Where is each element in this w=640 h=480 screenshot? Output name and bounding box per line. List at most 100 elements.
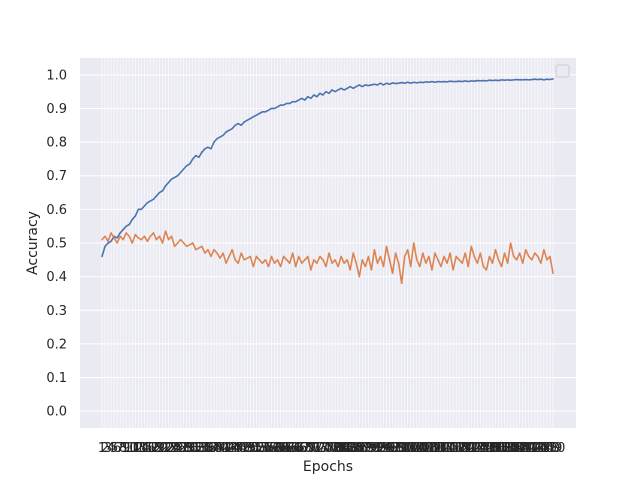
x-tick-label: 82: [339, 441, 356, 456]
y-tick-label: 0.0: [46, 405, 67, 420]
x-tick-label: 35: [197, 441, 214, 456]
x-tick-label: 58: [266, 441, 283, 456]
x-tick-label: 124: [462, 441, 487, 456]
x-tick-label: 31: [185, 441, 202, 456]
x-tick-label: 2: [101, 441, 109, 456]
x-tick-label: 52: [248, 441, 265, 456]
y-tick-label: 0.8: [46, 136, 67, 151]
x-tick-label: 107: [410, 441, 435, 456]
x-tick-label: 25: [166, 441, 183, 456]
x-tick-label: 3: [104, 441, 112, 456]
x-tick-label: 88: [357, 441, 374, 456]
x-tick-label: 137: [501, 441, 526, 456]
x-tick-label: 26: [169, 441, 186, 456]
x-tick-label: 114: [432, 441, 457, 456]
x-tick-label: 133: [489, 441, 514, 456]
y-axis-title: Accuracy: [25, 211, 41, 275]
x-tick-label: 6: [113, 441, 121, 456]
x-tick-label: 70: [303, 441, 320, 456]
x-tick-label: 142: [516, 441, 541, 456]
x-tick-label: 18: [145, 441, 162, 456]
x-tick-label: 130: [480, 441, 505, 456]
y-tick-label: 0.3: [46, 304, 67, 319]
series-layer: [101, 78, 554, 285]
x-tick-label: 80: [333, 441, 350, 456]
series-line-1: [101, 78, 554, 258]
x-tick-label: 36: [200, 441, 217, 456]
x-tick-label: 1: [98, 441, 106, 456]
x-tick-label: 62: [278, 441, 295, 456]
x-tick-label: 148: [535, 441, 560, 456]
x-tick-label: 66: [290, 441, 307, 456]
x-tick-label: 19: [148, 441, 165, 456]
x-tick-label: 75: [318, 441, 335, 456]
x-tick-label: 112: [426, 441, 451, 456]
x-tick-label: 136: [498, 441, 523, 456]
x-tick-label: 132: [486, 441, 511, 456]
x-tick-label: 144: [522, 441, 547, 456]
x-tick-label: 47: [233, 441, 250, 456]
x-tick-label: 45: [227, 441, 244, 456]
legend-box[interactable]: [555, 64, 570, 78]
x-tick-label: 79: [330, 441, 347, 456]
x-tick-label: 73: [312, 441, 329, 456]
x-tick-label: 141: [513, 441, 538, 456]
y-tick-label: 0.2: [46, 337, 67, 352]
x-tick-label: 40: [212, 441, 229, 456]
x-tick-label: 17: [142, 441, 159, 456]
x-tick-label: 46: [230, 441, 247, 456]
x-tick-label: 113: [429, 441, 454, 456]
x-tick-label: 145: [525, 441, 550, 456]
x-tick-label: 123: [459, 441, 484, 456]
x-tick-label: 150: [541, 441, 566, 456]
x-tick-label: 43: [221, 441, 238, 456]
x-tick-label: 12: [127, 441, 144, 456]
x-tick-label: 22: [157, 441, 174, 456]
x-tick-label: 77: [324, 441, 341, 456]
x-tick-label: 10: [121, 441, 138, 456]
x-tick-label: 120: [450, 441, 475, 456]
x-tick-label: 102: [395, 441, 420, 456]
x-tick-label: 125: [465, 441, 490, 456]
x-tick-label: 94: [375, 441, 392, 456]
x-tick-label: 104: [401, 441, 426, 456]
x-tick-label: 115: [435, 441, 460, 456]
x-tick-label: 60: [272, 441, 289, 456]
y-tick-label: 0.1: [46, 371, 67, 386]
x-tick-label: 108: [413, 441, 438, 456]
x-tick-label: 4: [107, 441, 115, 456]
x-tick-label: 92: [369, 441, 386, 456]
x-tick-label: 83: [342, 441, 359, 456]
x-tick-label: 118: [444, 441, 469, 456]
x-tick-label: 146: [528, 441, 553, 456]
x-tick-label: 23: [160, 441, 177, 456]
x-tick-label: 32: [188, 441, 205, 456]
x-tick-label: 61: [275, 441, 292, 456]
x-tick-label: 100: [389, 441, 414, 456]
x-tick-label: 147: [532, 441, 557, 456]
x-tick-label: 127: [471, 441, 496, 456]
x-tick-label: 44: [224, 441, 241, 456]
x-tick-label: 86: [351, 441, 368, 456]
x-tick-label: 48: [236, 441, 253, 456]
x-tick-label: 8: [119, 441, 127, 456]
x-tick-label: 140: [510, 441, 535, 456]
x-tick-label: 34: [194, 441, 211, 456]
x-tick-label: 24: [163, 441, 180, 456]
x-tick-label: 129: [477, 441, 502, 456]
x-tick-label: 99: [390, 441, 407, 456]
y-tick-labels: 0.0 0.1 0.2 0.3 0.4 0.5 0.6 0.7 0.8 0.9 1.0: [46, 68, 67, 419]
x-tick-label: 109: [416, 441, 441, 456]
y-tick-label: 0.7: [46, 169, 67, 184]
x-tick-label: 21: [154, 441, 171, 456]
x-tick-label: 27: [172, 441, 189, 456]
x-tick-label: 20: [151, 441, 168, 456]
x-tick-label: 84: [345, 441, 362, 456]
x-tick-label: 59: [269, 441, 286, 456]
x-tick-label: 71: [306, 441, 323, 456]
x-tick-label: 98: [387, 441, 404, 456]
x-tick-label: 7: [116, 441, 124, 456]
x-tick-label: 105: [404, 441, 429, 456]
x-tick-label: 38: [206, 441, 223, 456]
